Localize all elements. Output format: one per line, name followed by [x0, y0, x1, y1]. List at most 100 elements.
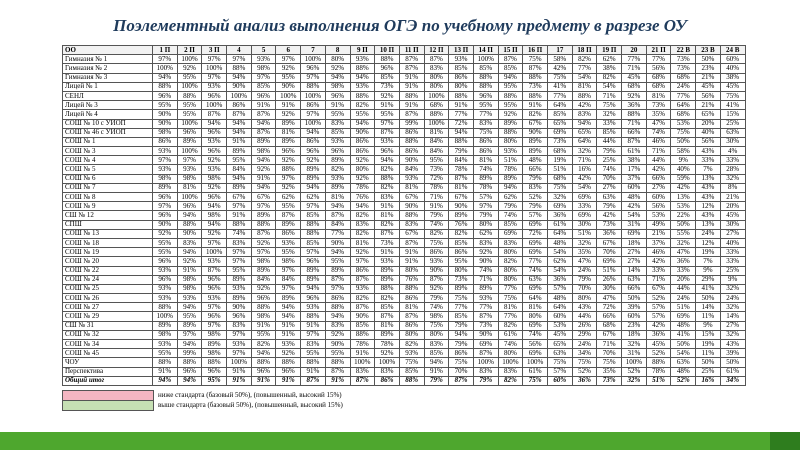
- cell: 93%: [324, 173, 351, 184]
- cell: 63%: [596, 191, 623, 203]
- cell: 63%: [547, 348, 573, 359]
- cell: 94%: [324, 72, 351, 83]
- cell: 79%: [423, 293, 450, 304]
- cell: 87%: [374, 311, 400, 322]
- cell: 87%: [374, 228, 400, 239]
- cell: 45%: [645, 338, 672, 350]
- cell: 32%: [596, 109, 623, 120]
- header-cell: 5: [250, 44, 277, 56]
- cell: 95%: [176, 311, 203, 322]
- cell: 68%: [596, 320, 623, 331]
- cell: 86%: [300, 136, 326, 148]
- cell: 72%: [522, 228, 548, 239]
- cell: 53%: [670, 201, 697, 212]
- cell: 71%: [621, 63, 647, 74]
- cell: 48%: [621, 191, 647, 203]
- school-name: Лицей № 3: [62, 100, 153, 111]
- cell: 92%: [275, 348, 302, 359]
- cell: 69%: [596, 256, 623, 267]
- cell: 91%: [423, 201, 450, 212]
- cell: 30%: [719, 136, 746, 148]
- cell: 42%: [596, 210, 623, 221]
- cell: 43%: [695, 210, 721, 221]
- cell: 94%: [448, 329, 474, 341]
- cell: 77%: [324, 228, 351, 239]
- cell: 96%: [152, 274, 178, 285]
- cell: 86%: [300, 100, 326, 111]
- cell: 77%: [670, 90, 697, 102]
- cell: 79%: [423, 210, 450, 221]
- cell: 75%: [547, 72, 573, 83]
- cell: 97%: [226, 256, 252, 267]
- cell: 69%: [621, 228, 647, 239]
- cell: 98%: [152, 329, 178, 341]
- cell: 69%: [522, 348, 548, 359]
- cell: 83%: [176, 237, 203, 249]
- table-row: СОШ № 18 95% 83% 97% 83% 92% 93% 85% 90% 81% 73% 87…: [62, 237, 746, 249]
- cell: 98%: [176, 283, 203, 295]
- cell: 63%: [522, 274, 548, 285]
- cell: 95%: [250, 329, 277, 341]
- cell: 92%: [201, 182, 228, 194]
- cell: 94%: [324, 247, 351, 258]
- cell: 80%: [448, 265, 474, 276]
- cell: 34%: [571, 348, 598, 359]
- cell: 88%: [176, 219, 203, 230]
- school-name: СОШ № 34: [62, 338, 153, 350]
- cell: 91%: [250, 375, 277, 386]
- cell: 88%: [522, 90, 548, 102]
- cell: 85%: [547, 109, 573, 120]
- cell: 82%: [497, 375, 524, 386]
- cell: 88%: [300, 219, 326, 230]
- cell: 92%: [423, 283, 450, 295]
- cell: 31%: [621, 348, 647, 359]
- cell: 80%: [398, 329, 425, 341]
- cell: 97%: [349, 256, 376, 267]
- cell: 97%: [250, 201, 277, 212]
- cell: 62%: [472, 228, 499, 239]
- cell: 50%: [719, 357, 746, 368]
- cell: 82%: [374, 164, 400, 175]
- legend-text: ниже стандарта (базовый 50%), (повышенны…: [158, 391, 342, 399]
- cell: 79%: [522, 201, 548, 212]
- cell: 29%: [695, 274, 721, 285]
- cell: 93%: [374, 256, 400, 267]
- cell: 88%: [324, 302, 351, 313]
- cell: 91%: [226, 136, 252, 148]
- cell: 75%: [423, 320, 450, 331]
- cell: 93%: [300, 302, 326, 313]
- cell: 97%: [201, 72, 228, 83]
- cell: 82%: [250, 338, 277, 350]
- cell: 87%: [472, 311, 499, 322]
- school-name: СОШ № 27: [62, 302, 153, 313]
- cell: 60%: [621, 311, 647, 322]
- cell: 90%: [472, 256, 499, 267]
- cell: 93%: [497, 146, 524, 157]
- cell: 97%: [300, 201, 326, 212]
- cell: 96%: [176, 201, 203, 212]
- cell: 65%: [547, 338, 573, 350]
- cell: 34%: [719, 375, 746, 386]
- cell: 38%: [719, 72, 746, 83]
- cell: 94%: [176, 302, 203, 313]
- cell: 43%: [695, 191, 721, 203]
- cell: 81%: [645, 90, 672, 102]
- cell: 98%: [201, 210, 228, 221]
- footer-band-accent: [770, 432, 800, 450]
- cell: 81%: [571, 81, 598, 92]
- cell: 80%: [472, 219, 499, 230]
- cell: 60%: [719, 54, 746, 65]
- cell: 66%: [621, 283, 647, 295]
- table-row: Перспектива 91% 96% 96% 91% 96% 96% 91% 87% 83% 83…: [62, 366, 746, 377]
- cell: 94%: [176, 210, 203, 221]
- cell: 90%: [398, 155, 425, 166]
- cell: 4%: [719, 146, 746, 157]
- cell: 86%: [398, 320, 425, 331]
- cell: 67%: [596, 329, 623, 341]
- cell: 74%: [423, 219, 450, 230]
- header-cell: 17: [547, 44, 573, 56]
- cell: 87%: [201, 109, 228, 120]
- cell: 69%: [522, 247, 548, 258]
- table-row: СОШ № 22 93% 91% 87% 95% 89% 97% 89% 89% 86% 89% 80…: [62, 265, 746, 276]
